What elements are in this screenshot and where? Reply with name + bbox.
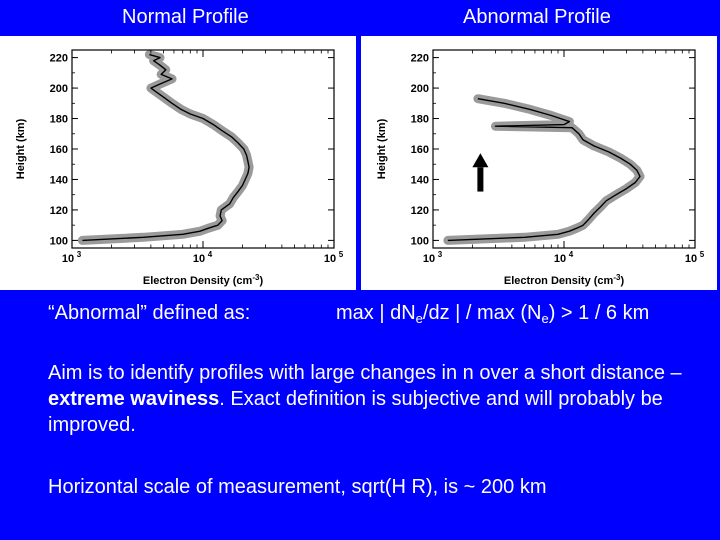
formula-subscript-2: e xyxy=(541,311,549,326)
y-tick-label: 140 xyxy=(50,174,68,186)
y-tick-label: 100 xyxy=(411,235,429,247)
definition-formula: max | dNe/dz | / max (Ne) > 1 / 6 km xyxy=(336,302,649,326)
arrow-head xyxy=(472,153,489,168)
aim-emphasis: extreme waviness xyxy=(48,388,220,410)
profile-line xyxy=(82,53,250,242)
definition-label: “Abnormal” defined as: xyxy=(48,302,251,324)
formula-subscript-1: e xyxy=(415,311,423,326)
aim-paragraph: Aim is to identify profiles with large c… xyxy=(48,360,708,438)
left-panel-title: Normal Profile xyxy=(122,6,249,28)
y-tick-label: 160 xyxy=(50,144,68,156)
x-tick-exponent: 5 xyxy=(339,250,344,259)
y-tick-label: 100 xyxy=(50,235,68,247)
y-tick-label: 200 xyxy=(50,83,68,95)
y-tick-label: 180 xyxy=(50,114,68,126)
x-tick-label: 10 xyxy=(685,253,697,265)
abnormal-profile-chart: 100 120 140 160 180 200 220 10 3 10 4 10 5 Electron D… xyxy=(361,36,717,290)
profile-line xyxy=(447,98,641,242)
x-tick-label: 10 xyxy=(193,253,205,265)
x-tick-label: 10 xyxy=(324,253,336,265)
plot-frame xyxy=(432,49,696,249)
aim-text-1: Aim is to identify profiles with large c… xyxy=(48,362,682,384)
normal-profile-chart: 100 120 140 160 180 200 220 10 3 10 4 10 5 Electron D… xyxy=(0,36,356,290)
y-tick-label: 140 xyxy=(411,174,429,186)
y-axis-label: Height (km) xyxy=(376,118,388,179)
arrow-shaft xyxy=(477,167,484,192)
x-tick-exponent: 3 xyxy=(77,250,82,259)
x-tick-label: 10 xyxy=(423,253,435,265)
y-tick-label: 180 xyxy=(411,114,429,126)
scale-paragraph: Horizontal scale of measurement, sqrt(H … xyxy=(48,476,547,498)
y-axis-label: Height (km) xyxy=(15,118,27,179)
uncertainty-band xyxy=(443,94,645,245)
y-tick-label: 120 xyxy=(411,205,429,217)
formula-part-2: /dz | / max (N xyxy=(422,302,542,324)
formula-part-1: max | dN xyxy=(336,302,416,324)
y-tick-label: 200 xyxy=(411,83,429,95)
y-tick-label: 160 xyxy=(411,144,429,156)
y-tick-label: 120 xyxy=(50,205,68,217)
x-tick-exponent: 4 xyxy=(569,250,574,259)
plot-frame xyxy=(71,49,335,249)
y-tick-label: 220 xyxy=(411,53,429,65)
x-tick-label: 10 xyxy=(62,253,74,265)
x-tick-exponent: 4 xyxy=(208,250,213,259)
x-tick-exponent: 5 xyxy=(700,250,705,259)
uncertainty-band xyxy=(77,50,254,245)
x-tick-label: 10 xyxy=(554,253,566,265)
formula-part-3: ) > 1 / 6 km xyxy=(548,302,650,324)
aim-text-2: . Exact definition is subjective and wil… xyxy=(48,388,663,436)
x-tick-exponent: 3 xyxy=(438,250,443,259)
x-axis-label: Electron Density (cm-3) xyxy=(143,273,264,287)
y-tick-label: 220 xyxy=(50,53,68,65)
x-axis-label: Electron Density (cm-3) xyxy=(504,273,625,287)
right-panel-title: Abnormal Profile xyxy=(463,6,611,28)
